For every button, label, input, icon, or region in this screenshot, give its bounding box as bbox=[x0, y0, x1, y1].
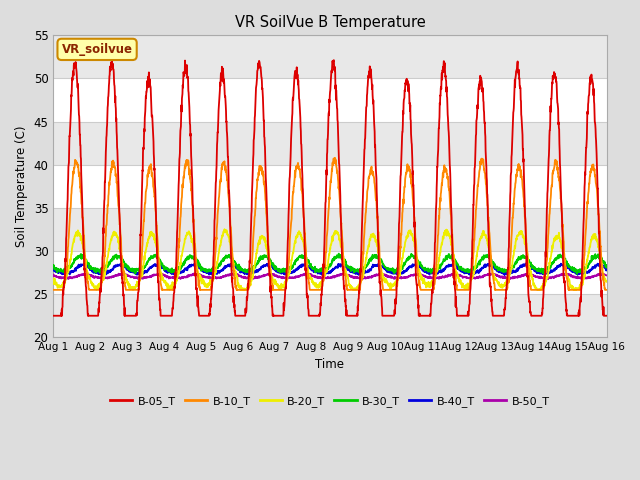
Text: VR_soilvue: VR_soilvue bbox=[61, 43, 132, 56]
Bar bbox=[53, 121, 607, 165]
Legend: B-05_T, B-10_T, B-20_T, B-30_T, B-40_T, B-50_T: B-05_T, B-10_T, B-20_T, B-30_T, B-40_T, … bbox=[106, 391, 554, 411]
Bar bbox=[53, 36, 607, 78]
Title: VR SoilVue B Temperature: VR SoilVue B Temperature bbox=[234, 15, 426, 30]
Bar bbox=[53, 294, 607, 337]
X-axis label: Time: Time bbox=[316, 358, 344, 371]
Y-axis label: Soil Temperature (C): Soil Temperature (C) bbox=[15, 126, 28, 247]
Bar bbox=[53, 208, 607, 251]
